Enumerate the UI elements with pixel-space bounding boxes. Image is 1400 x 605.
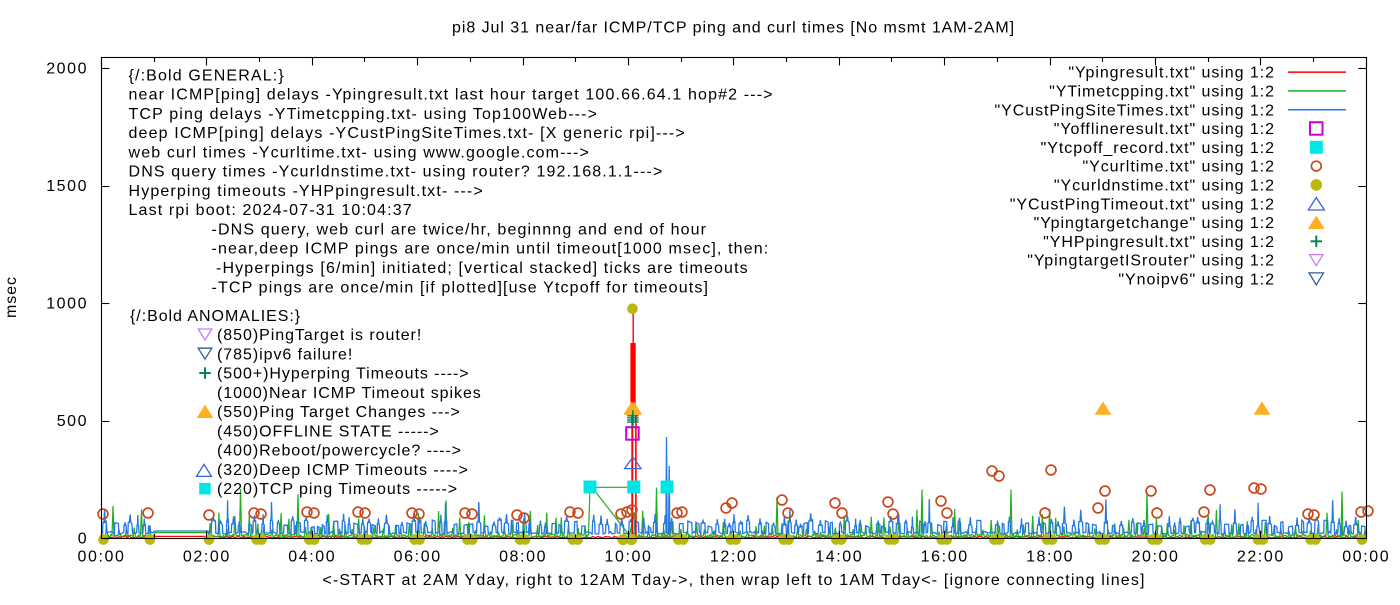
- svg-text:06:00: 06:00: [394, 548, 442, 565]
- svg-text:"Ypingresult.txt" using 1:2: "Ypingresult.txt" using 1:2: [1068, 65, 1275, 82]
- svg-text:-TCP pings are once/min [if pl: -TCP pings are once/min [if plotted][use…: [212, 279, 710, 296]
- svg-text:-Hyperpings [6/min] initiated;: -Hyperpings [6/min] initiated; [vertical…: [216, 260, 749, 277]
- svg-text:"YTimetcpping.txt" using 1:2: "YTimetcpping.txt" using 1:2: [1049, 84, 1275, 101]
- svg-text:10:00: 10:00: [604, 548, 652, 565]
- svg-text:1000: 1000: [46, 296, 88, 313]
- svg-text:"YHPpingresult.txt" using 1:2: "YHPpingresult.txt" using 1:2: [1043, 234, 1275, 251]
- svg-text:Hyperping timeouts -YHPpingres: Hyperping timeouts -YHPpingresult.txt- -…: [129, 183, 484, 200]
- svg-text:(220)TCP ping Timeouts ----->: (220)TCP ping Timeouts ----->: [217, 481, 458, 498]
- svg-text:00:00: 00:00: [77, 548, 125, 565]
- svg-text:18:00: 18:00: [1026, 548, 1074, 565]
- svg-text:12:00: 12:00: [710, 548, 758, 565]
- svg-text:(500+)Hyperping Timeouts ---->: (500+)Hyperping Timeouts ---->: [217, 366, 470, 383]
- svg-text:Last rpi boot: 2024-07-31 10:0: Last rpi boot: 2024-07-31 10:04:37: [129, 202, 413, 219]
- svg-text:08:00: 08:00: [499, 548, 547, 565]
- svg-text:500: 500: [57, 413, 89, 430]
- svg-text:"Ytcpoff_record.txt" using 1:2: "Ytcpoff_record.txt" using 1:2: [1041, 140, 1275, 157]
- svg-text:14:00: 14:00: [815, 548, 863, 565]
- svg-text:"Ycurltime.txt" using 1:2: "Ycurltime.txt" using 1:2: [1082, 159, 1275, 176]
- svg-text:(1000)Near ICMP Timeout spikes: (1000)Near ICMP Timeout spikes: [217, 385, 482, 402]
- svg-text:(550)Ping Target Changes --->: (550)Ping Target Changes --->: [217, 404, 461, 421]
- svg-text:0: 0: [78, 531, 89, 548]
- svg-text:-near,deep ICMP pings are once: -near,deep ICMP pings are once/min until…: [212, 241, 770, 258]
- svg-text:(400)Reboot/powercycle? ---->: (400)Reboot/powercycle? ---->: [217, 443, 462, 460]
- svg-text:16:00: 16:00: [921, 548, 969, 565]
- svg-text:00:00: 00:00: [1342, 548, 1390, 565]
- svg-text:"Ynoipv6" using 1:2: "Ynoipv6" using 1:2: [1118, 272, 1275, 289]
- svg-text:TCP ping delays -YTimetcpping.: TCP ping delays -YTimetcpping.txt- using…: [129, 106, 599, 123]
- svg-text:"YCustPingTimeout.txt" using 1: "YCustPingTimeout.txt" using 1:2: [1010, 196, 1275, 213]
- svg-text:2000: 2000: [46, 61, 88, 78]
- svg-text:<-START at 2AM Yday, right to: <-START at 2AM Yday, right to 12AM Tday-…: [322, 572, 1145, 589]
- svg-text:(320)Deep ICMP Timeouts ---->: (320)Deep ICMP Timeouts ---->: [217, 462, 469, 479]
- svg-text:02:00: 02:00: [183, 548, 231, 565]
- svg-text:msec: msec: [3, 276, 20, 318]
- svg-text:(785)ipv6 failure!: (785)ipv6 failure!: [217, 346, 353, 363]
- svg-text:DNS query times -Ycurldnstime.: DNS query times -Ycurldnstime.txt- using…: [129, 164, 664, 181]
- svg-text:04:00: 04:00: [288, 548, 336, 565]
- svg-text:"Yofflineresult.txt" using 1:2: "Yofflineresult.txt" using 1:2: [1054, 121, 1275, 138]
- svg-text:-DNS query, web curl are twice: -DNS query, web curl are twice/hr, begin…: [212, 222, 708, 239]
- svg-text:"YCustPingSiteTimes.txt" using: "YCustPingSiteTimes.txt" using 1:2: [994, 102, 1275, 119]
- svg-text:(450)OFFLINE STATE ----->: (450)OFFLINE STATE ----->: [217, 423, 440, 440]
- svg-text:{/:Bold ANOMALIES:}: {/:Bold ANOMALIES:}: [130, 308, 301, 325]
- svg-text:(850)PingTarget is router!: (850)PingTarget is router!: [217, 327, 422, 344]
- svg-text:"Ycurldnstime.txt" using 1:2: "Ycurldnstime.txt" using 1:2: [1054, 178, 1275, 195]
- svg-text:web curl times -Ycurltime.txt-: web curl times -Ycurltime.txt- using www…: [128, 144, 590, 161]
- svg-text:{/:Bold GENERAL:}: {/:Bold GENERAL:}: [129, 67, 285, 84]
- svg-text:deep ICMP[ping] delays -YCustP: deep ICMP[ping] delays -YCustPingSiteTim…: [129, 125, 686, 142]
- svg-text:"YpingtargetISrouter" using 1:: "YpingtargetISrouter" using 1:2: [1027, 253, 1275, 270]
- svg-text:pi8 Jul 31 near/far ICMP/TCP: pi8 Jul 31 near/far ICMP/TCP ping and cu…: [452, 20, 1015, 37]
- svg-text:near ICMP[ping] delays -Ypingr: near ICMP[ping] delays -Ypingresult.txt …: [129, 87, 774, 104]
- svg-text:22:00: 22:00: [1237, 548, 1285, 565]
- svg-text:1500: 1500: [46, 178, 88, 195]
- svg-text:20:00: 20:00: [1131, 548, 1179, 565]
- svg-text:"Ypingtargetchange" using 1:2: "Ypingtargetchange" using 1:2: [1034, 215, 1275, 232]
